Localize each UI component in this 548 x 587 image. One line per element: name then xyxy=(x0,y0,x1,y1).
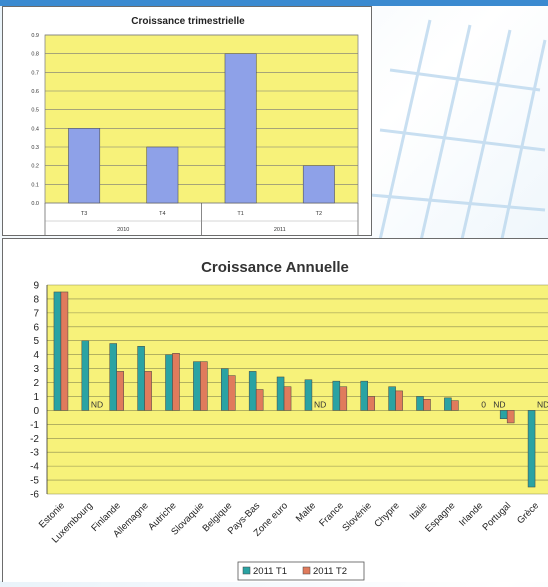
y-tick-label: 9 xyxy=(33,281,39,292)
y-tick-label: 0.3 xyxy=(31,145,39,151)
bar xyxy=(224,53,257,204)
bar xyxy=(137,346,145,411)
group-label: 2010 xyxy=(117,227,129,233)
bar xyxy=(332,380,341,411)
y-tick-label: -6 xyxy=(30,490,39,501)
bar xyxy=(302,165,335,204)
x-tick-label: Malte xyxy=(294,500,318,524)
bar xyxy=(451,400,459,411)
y-tick-label: 0.7 xyxy=(31,70,39,76)
bar xyxy=(367,396,375,411)
x-tick-label: Italie xyxy=(408,500,430,522)
x-tick-label: T3 xyxy=(81,211,87,217)
y-tick-label: -4 xyxy=(30,462,39,473)
bar xyxy=(360,380,368,411)
y-tick-label: 0.1 xyxy=(31,182,39,188)
bar xyxy=(200,361,208,411)
y-tick-label: -1 xyxy=(30,420,39,431)
y-tick-label: 0 xyxy=(33,406,39,417)
group-label: 2011 xyxy=(274,227,286,233)
y-tick-label: 0.9 xyxy=(31,33,39,39)
quarterly-chart-svg: Croissance trimestrielle 0.0 0.1 0.2 0.3 0.4 0… xyxy=(31,16,359,237)
y-tick-label: 0.2 xyxy=(31,164,39,170)
x-tick-label: T1 xyxy=(237,211,243,217)
x-tick-label: T4 xyxy=(159,211,165,217)
y-tick-label: 0.5 xyxy=(31,108,39,114)
header-bar xyxy=(0,0,548,6)
y-tick-label: 4 xyxy=(33,350,39,361)
bar xyxy=(172,353,180,411)
bar xyxy=(193,361,201,411)
bar xyxy=(527,410,536,488)
bar xyxy=(255,389,264,411)
bar xyxy=(506,410,515,424)
bar xyxy=(109,343,117,411)
y-tick-label: 0.8 xyxy=(31,52,39,58)
bar xyxy=(248,371,257,411)
legend-box xyxy=(237,561,365,581)
quarterly-chart: Croissance trimestrielle 0.0 0.1 0.2 0.3 0.4 0… xyxy=(2,6,372,237)
annotation-label: ND xyxy=(537,399,548,409)
bar xyxy=(221,368,229,411)
legend-swatch xyxy=(302,566,311,575)
x-tick-label: Chypre xyxy=(372,500,401,529)
annotation-label: ND xyxy=(493,399,505,409)
bar xyxy=(53,291,62,411)
bar xyxy=(444,397,452,411)
bar xyxy=(144,371,152,411)
bar xyxy=(228,375,236,411)
y-tick-label: -3 xyxy=(30,448,39,459)
x-tick-label: Grèce xyxy=(515,500,541,526)
y-tick-label: 0.6 xyxy=(31,89,39,95)
annual-chart-svg: Croissance Annuelle -6 -5 -4 -3 -2 -1 0 1 2 3 4 5 6 7 8… xyxy=(30,259,548,581)
bar xyxy=(339,386,348,411)
y-tick-label: 8 xyxy=(33,294,39,305)
x-tick-label: Espagne xyxy=(423,500,457,534)
x-tick-label: Slovénie xyxy=(340,500,374,534)
bar xyxy=(388,386,396,411)
x-tick-label: T2 xyxy=(316,211,322,217)
chart-title: Croissance trimestrielle xyxy=(131,16,245,27)
bar xyxy=(499,410,508,420)
y-tick-label: 1 xyxy=(33,392,39,403)
legend-swatch xyxy=(242,566,251,575)
legend-label: 2011 T1 xyxy=(253,566,287,577)
y-tick-label: 0.4 xyxy=(31,126,39,132)
y-tick-label: 7 xyxy=(33,308,39,319)
x-tick-label: Portugal xyxy=(480,500,513,533)
legend-label: 2011 T2 xyxy=(313,566,347,577)
y-tick-label: 0.0 xyxy=(31,201,39,207)
bar xyxy=(283,386,292,411)
bar xyxy=(68,128,101,204)
annotation-label: ND xyxy=(314,399,326,409)
bar xyxy=(395,390,403,411)
y-tick-label: -2 xyxy=(30,434,39,445)
background-decoration xyxy=(369,19,547,249)
y-tick-label: 3 xyxy=(33,364,39,375)
bar xyxy=(416,396,424,411)
bar xyxy=(60,291,69,411)
annual-chart: Croissance Annuelle -6 -5 -4 -3 -2 -1 0 1 2 3 4 5 6 7 8… xyxy=(2,238,548,582)
bar xyxy=(423,399,431,411)
bar xyxy=(146,146,179,204)
y-tick-label: 5 xyxy=(33,336,39,347)
annotation-label: 0 xyxy=(481,399,486,409)
bar xyxy=(165,354,173,411)
chart-title: Croissance Annuelle xyxy=(201,259,349,276)
y-tick-label: 2 xyxy=(33,378,39,389)
bar xyxy=(304,379,313,411)
bar xyxy=(116,371,124,411)
bar xyxy=(276,376,285,411)
bar xyxy=(81,340,90,411)
plot-area xyxy=(47,285,548,494)
annotation-label: ND xyxy=(91,399,103,409)
y-tick-label: -5 xyxy=(30,476,39,487)
y-tick-label: 6 xyxy=(33,322,39,333)
